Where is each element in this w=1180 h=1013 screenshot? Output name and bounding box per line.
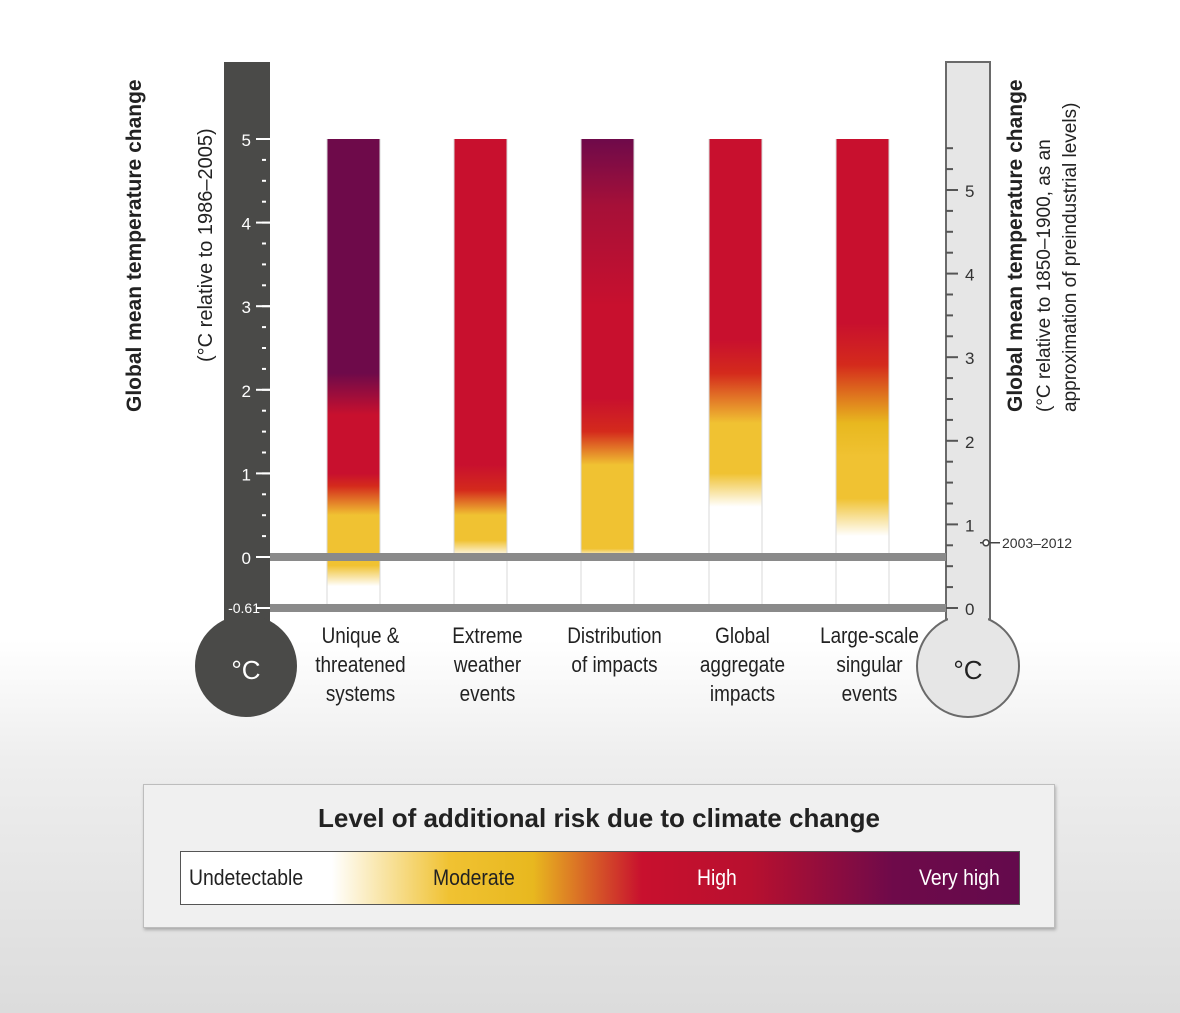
category-label-line: Distribution [567, 624, 662, 649]
risk-columns [326, 139, 890, 608]
annotation-marker [982, 539, 990, 547]
category-label-line: Large-scale [820, 624, 919, 649]
left-tick-label: -0.61 [228, 600, 260, 616]
left-tick-label: 4 [242, 215, 251, 234]
left-tick-label: 1 [242, 465, 251, 484]
risk-column [709, 139, 762, 608]
right-tick-label: 0 [965, 600, 974, 619]
legend-label-high: High [697, 865, 737, 890]
baseline-preindustrial [270, 603, 946, 612]
right-axis-title: Global mean temperature change [1004, 79, 1027, 412]
left-tick-label: 5 [242, 131, 251, 150]
category-label-line: events [842, 682, 898, 707]
left-thermometer-tube [224, 62, 270, 662]
legend-label-undetectable: Undetectable [189, 865, 304, 890]
legend-title: Level of additional risk due to climate … [317, 803, 881, 833]
legend-label-moderate: Moderate [433, 865, 515, 890]
left-axis-ticks: 5 4 3 2 1 0 -0.61 [228, 131, 270, 616]
left-tick-label: 3 [242, 298, 251, 317]
right-thermometer-neck [948, 600, 988, 630]
left-bulb-unit: °C [231, 655, 260, 685]
left-tick-label: 2 [242, 382, 251, 401]
category-label-line: aggregate [700, 653, 785, 678]
category-labels: Unique & threatened systems Extreme weather e… [315, 624, 919, 707]
baseline-lines [270, 553, 946, 612]
left-thermometer-bulb [195, 615, 297, 717]
category-label-line: Unique & [322, 624, 400, 649]
category-label-line: impacts [710, 682, 775, 707]
category-label-line: weather [453, 653, 521, 678]
legend-label-very-high: Very high [919, 865, 1000, 890]
right-axis-ticks: 5 4 3 2 1 0 [946, 147, 974, 619]
legend-color-bar: Undetectable Moderate High Very high [180, 851, 1020, 905]
right-tick-label: 5 [965, 182, 974, 201]
right-thermometer-tube [945, 61, 991, 663]
right-tick-label: 3 [965, 349, 974, 368]
risk-column [454, 139, 507, 608]
left-thermometer: °C [195, 62, 297, 717]
risk-column [327, 139, 380, 608]
category-label-line: events [460, 682, 516, 707]
right-tick-label: 2 [965, 433, 974, 452]
right-tick-label: 1 [965, 516, 974, 535]
period-annotation: 2003–2012 [980, 535, 1072, 551]
right-thermometer: °C [916, 61, 1020, 718]
right-axis-subtitle-line2: approximation of preindustrial levels) [1060, 103, 1081, 412]
category-label-line: singular [836, 653, 902, 678]
left-axis-title: Global mean temperature change [123, 79, 146, 412]
right-tick-label: 4 [965, 266, 974, 285]
category-label-line: Global [715, 624, 770, 649]
baseline-1986-2005 [270, 553, 946, 561]
right-bulb-unit: °C [953, 655, 982, 685]
category-label-line: of impacts [571, 653, 657, 678]
risk-column [836, 139, 889, 608]
category-label-line: Extreme [452, 624, 522, 649]
left-tick-label: 0 [242, 549, 251, 568]
annotation-label: 2003–2012 [1002, 535, 1072, 551]
left-axis-subtitle: (°C relative to 1986–2005) [195, 128, 217, 362]
risk-legend: Level of additional risk due to climate … [143, 784, 1055, 928]
category-label-line: threatened [315, 653, 405, 678]
right-axis-subtitle-line1: (°C relative to 1850–1900, as an [1034, 139, 1055, 412]
risk-chart: °C 5 4 3 2 1 0 -0.61 °C 5 4 3 2 1 0 Global mean tem… [123, 61, 1081, 718]
category-label-line: systems [326, 682, 395, 707]
risk-column [581, 139, 634, 608]
